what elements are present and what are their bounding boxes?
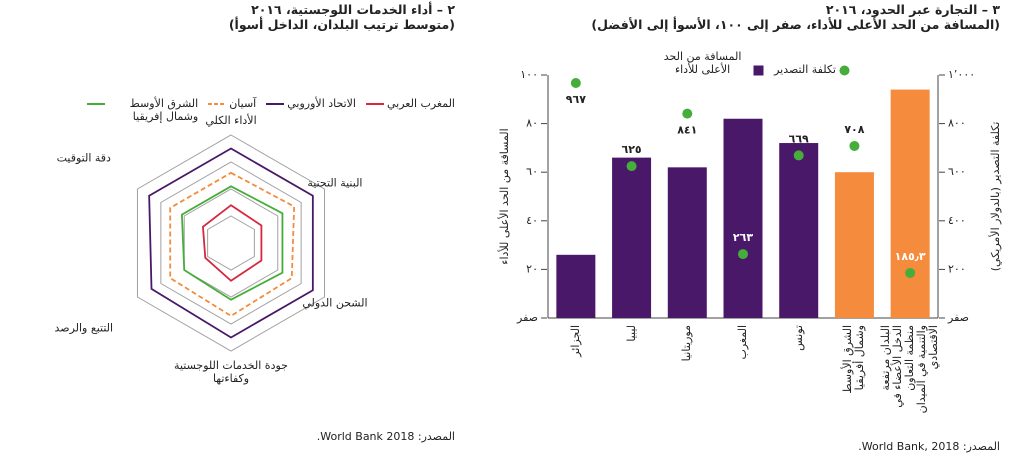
y2-axis-title: تكلفة التصدير (بالدولار الأمريكي) — [988, 122, 1002, 272]
legend-item: آسيان — [208, 97, 256, 110]
y-tick-label: صفر — [516, 311, 538, 324]
x-tick-label: الشرق الأوسط وشمال أفريقيا — [841, 325, 867, 394]
axis-label: التتبع والرصد — [54, 321, 114, 335]
y2-tick-label: صفر — [947, 311, 969, 324]
axis-label: جودة الخدمات اللوجستية وكفاءتها — [174, 359, 288, 385]
grid-ring — [160, 161, 302, 325]
legend-square — [753, 65, 764, 76]
y-tick-label: ٦٠ — [526, 165, 538, 178]
point-label: ٩٦٧ — [566, 93, 586, 106]
y-tick-label: ١٠٠ — [520, 68, 538, 81]
legend-item: المسافة من الحد الأعلى للأداء — [655, 50, 764, 76]
point — [738, 249, 748, 260]
y-axis-title: المسافة من الحد الأعلى للأداء — [497, 128, 511, 264]
chart-subtitle: (المسافة من الحد الأعلى للأداء، صفر إلى … — [591, 17, 1000, 32]
grid-ring — [136, 134, 326, 352]
grid-ring — [207, 215, 255, 271]
axis-label: دقة التوقيت — [56, 151, 111, 165]
x-tick-label: موريتانيا — [680, 325, 694, 362]
point — [793, 150, 804, 161]
legend-item: المغرب العربي — [365, 97, 455, 110]
grid-ring — [183, 188, 279, 298]
legend-swatch — [87, 103, 106, 105]
source: المصدر: World Bank, 2018. — [858, 440, 1000, 453]
radar-line — [180, 185, 284, 301]
y2-tick-label: ٦٠٠ — [948, 165, 966, 178]
point-label: ١٨٥٫٣ — [895, 250, 926, 263]
legend: المغرب العربي الاتحاد الأوروبي آسيان الشرق … — [0, 97, 455, 123]
legend-swatch — [208, 103, 227, 105]
bar — [667, 167, 707, 318]
radar-line — [202, 204, 263, 282]
bar — [834, 172, 874, 318]
x-tick-label: البلدان مرتفعة الدخل الأعضاء في منظمة ال… — [879, 325, 941, 414]
x-tick-label: ليبيا — [624, 325, 638, 342]
point — [570, 78, 581, 89]
chart-title: ٣ – التجارة عبر الحدود، ٢٠١٦ — [825, 2, 1000, 17]
bar — [779, 143, 819, 318]
legend-swatch — [365, 103, 384, 105]
y2-tick-label: ٨٠٠ — [948, 117, 966, 130]
y-tick-label: ٨٠ — [526, 117, 538, 130]
bar — [723, 118, 763, 319]
bar — [612, 157, 652, 318]
point-label: ٦٦٩ — [789, 132, 809, 145]
y2-tick-label: ٢٠٠ — [948, 262, 966, 275]
legend-label: المسافة من الحد الأعلى للأداء — [663, 50, 742, 76]
chart-title: ٢ – أداء الخدمات اللوجستية، ٢٠١٦ — [251, 2, 455, 17]
legend-label: الشرق الأوسط وشمال إفريقيا — [129, 97, 199, 123]
point-label: ٢٦٣ — [733, 231, 753, 244]
y2-tick-label: ٤٠٠ — [948, 214, 966, 227]
bar — [556, 254, 596, 318]
legend-dot — [839, 65, 850, 76]
legend-label: آسيان — [229, 97, 257, 110]
legend-swatch — [753, 65, 764, 76]
legend-label: الاتحاد الأوروبي — [287, 97, 356, 110]
axis-label: الأداء الكلي — [205, 114, 257, 127]
axis-label: البنية التحتية — [307, 176, 363, 190]
legend-item: الاتحاد الأوروبي — [266, 97, 356, 110]
source: المصدر: World Bank 2018. — [316, 430, 455, 443]
y-tick-label: ٢٠ — [526, 262, 538, 275]
point — [849, 140, 860, 151]
x-tick-label: المغرب — [736, 325, 749, 360]
point — [682, 108, 693, 119]
point-label: ٨٤١ — [677, 124, 697, 137]
point-label: ٦٢٥ — [621, 143, 641, 156]
legend: تكلفة التصدير المسافة من الحد الأعلى للأد… — [655, 50, 850, 76]
radar-line — [169, 171, 296, 317]
point — [626, 161, 637, 172]
legend-label: المغرب العربي — [386, 97, 455, 110]
bar — [890, 89, 930, 318]
legend-label: تكلفة التصدير — [774, 63, 836, 76]
x-tick-label: الجزائر — [568, 325, 582, 357]
radar-line — [148, 147, 314, 339]
x-tick-label: تونس — [791, 325, 805, 351]
axis-label: الشحن الدولي — [302, 296, 368, 310]
point — [905, 267, 916, 278]
legend-item: الشرق الأوسط وشمال إفريقيا — [87, 97, 198, 123]
chart-subtitle: (متوسط ترتيب البلدان، الداخل أسوأ) — [228, 17, 455, 32]
legend-swatch — [839, 65, 850, 76]
legend-swatch — [266, 103, 285, 105]
y2-tick-label: ١٬٠٠٠ — [948, 68, 975, 81]
y-tick-label: ٤٠ — [526, 214, 538, 227]
legend-item: تكلفة التصدير — [774, 63, 850, 76]
point-label: ٧٠٨ — [844, 123, 864, 136]
